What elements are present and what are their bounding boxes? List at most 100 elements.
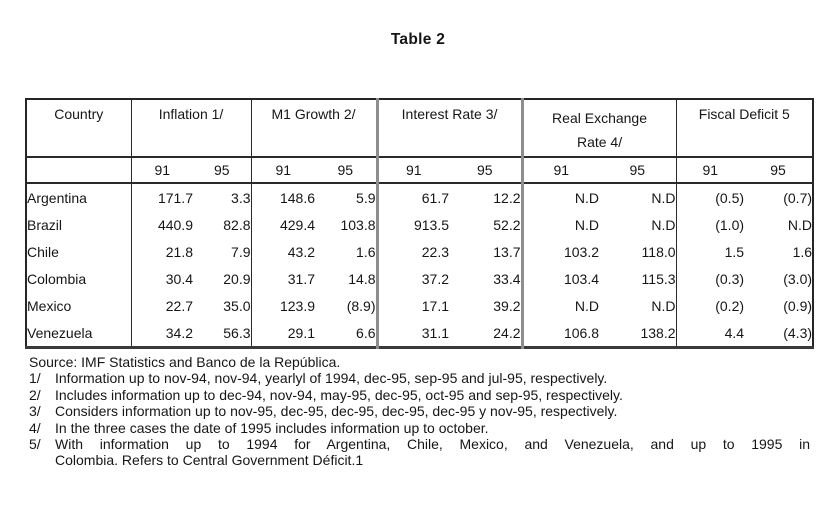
footnote-text: Considers information up to nov-95, dec-… (55, 403, 618, 420)
country-cell: Mexico (27, 297, 72, 314)
col-header-country: Country (26, 99, 131, 158)
value-cell: 17.1 (375, 292, 450, 319)
value-cell: 52.2 (493, 216, 521, 233)
table-row-mexico: Mexico 22.7 35.0 123.9 (8.9) 17.1 39.2 N… (26, 292, 813, 319)
year-header: 91 (675, 157, 745, 184)
value-cell: (4.3) (783, 324, 813, 341)
table-row-argentina: Argentina 171.7 3.3 148.6 5.9 61.7 12.2 … (26, 183, 813, 211)
col-header-interest-rate: Interest Rate 3/ (375, 99, 523, 158)
value-cell: 7.9 (231, 243, 251, 260)
value-cell: N.D (651, 189, 676, 206)
table-row-venezuela: Venezuela 34.2 56.3 29.1 6.6 31.1 24.2 1… (26, 319, 813, 348)
value-cell: (0.5) (675, 183, 745, 211)
footnote-4: 4/ In the three cases the date of 1995 i… (29, 420, 810, 436)
value-cell: 138.2 (640, 324, 676, 341)
source-line: Source: IMF Statistics and Banco de la R… (29, 354, 341, 370)
value-cell: 31.7 (250, 265, 316, 292)
footnote-1: 1/ Information up to nov-94, nov-94, yea… (29, 370, 810, 386)
value-cell: 913.5 (375, 211, 450, 238)
country-cell: Venezuela (27, 324, 93, 341)
value-cell: (8.9) (346, 297, 376, 314)
value-cell: 12.2 (493, 189, 521, 206)
table-row-chile: Chile 21.8 7.9 43.2 1.6 22.3 13.7 103.2 … (26, 238, 813, 265)
year-header: 95 (599, 157, 677, 184)
value-cell: 29.1 (250, 319, 316, 348)
value-cell: 56.3 (223, 324, 251, 341)
value-cell: (0.3) (675, 265, 745, 292)
value-cell: 5.9 (356, 189, 376, 206)
year-header: 95 (315, 157, 378, 184)
footnote-2: 2/ Includes information up to dec-94, no… (29, 387, 810, 403)
value-cell: 429.4 (250, 211, 316, 238)
value-cell: 115.3 (641, 270, 676, 287)
footnote-5-line1: With information up to 1994 for Argentin… (55, 436, 810, 453)
value-cell: 34.2 (130, 319, 193, 348)
value-cell: (0.9) (783, 297, 813, 314)
footnote-marker: 3/ (29, 403, 41, 420)
value-cell: N.D (520, 211, 600, 238)
value-cell: 20.9 (223, 270, 251, 287)
value-cell: N.D (520, 183, 600, 211)
value-cell: N.D (651, 297, 676, 314)
value-cell: 37.2 (375, 265, 450, 292)
footnote-text: Includes information up to dec-94, nov-9… (55, 386, 623, 403)
footnote-marker: 4/ (29, 419, 41, 436)
value-cell: 3.3 (231, 189, 251, 206)
data-table: Country Inflation 1/ M1 Growth 2/ Intere… (25, 98, 815, 349)
table-row-brazil: Brazil 440.9 82.8 429.4 103.8 913.5 52.2… (26, 211, 813, 238)
value-cell: 118.0 (641, 243, 676, 260)
value-cell: 148.6 (250, 183, 316, 211)
year-header: 91 (520, 157, 600, 184)
footnote-text: Information up to nov-94, nov-94, yearly… (55, 370, 608, 387)
value-cell: 82.8 (223, 216, 251, 233)
footnote-text: With information up to 1994 for Argentin… (55, 436, 810, 469)
year-header: 91 (375, 157, 450, 184)
value-cell: 22.7 (130, 292, 193, 319)
year-header: 91 (250, 157, 316, 184)
value-cell: 21.8 (130, 238, 193, 265)
col-header-fiscal-deficit: Fiscal Deficit 5 (675, 99, 814, 158)
value-cell: 39.2 (493, 297, 521, 314)
subheader-country-empty (26, 157, 131, 184)
value-cell: N.D (787, 216, 813, 233)
value-cell: 22.3 (375, 238, 450, 265)
year-header: 95 (744, 157, 814, 184)
col-header-real-exchange-line2: Rate 4/ (576, 134, 623, 150)
value-cell: 33.4 (493, 270, 521, 287)
value-cell: 103.2 (520, 238, 600, 265)
footnote-3: 3/ Considers information up to nov-95, d… (29, 403, 810, 419)
value-cell: (1.0) (675, 211, 745, 238)
year-header: 91 (130, 157, 193, 184)
page-title: Table 2 (390, 31, 446, 48)
country-cell: Argentina (27, 189, 87, 206)
value-cell: 171.7 (130, 183, 193, 211)
value-cell: (3.0) (783, 270, 813, 287)
value-cell: 440.9 (130, 211, 193, 238)
footnote-marker: 1/ (29, 370, 41, 387)
col-header-inflation: Inflation 1/ (130, 99, 252, 158)
value-cell: 13.7 (493, 243, 521, 260)
year-subheader-row: 91 95 91 95 91 95 91 95 91 95 (26, 157, 814, 184)
value-cell: 31.1 (375, 319, 450, 348)
country-cell: Colombia (27, 270, 87, 287)
value-cell: 30.4 (130, 265, 193, 292)
value-cell: 103.4 (520, 265, 600, 292)
value-cell: N.D (520, 292, 600, 319)
country-cell: Chile (27, 243, 59, 260)
value-cell: 43.2 (250, 238, 316, 265)
value-cell: 1.6 (792, 243, 813, 260)
value-cell: 24.2 (493, 324, 521, 341)
value-cell: 14.8 (348, 270, 376, 287)
footnote-5: 5/ With information up to 1994 for Argen… (29, 436, 810, 469)
value-cell: 106.8 (520, 319, 600, 348)
footnote-5-line2: Colombia. Refers to Central Government D… (55, 452, 364, 469)
value-cell: N.D (651, 216, 676, 233)
footnote-marker: 5/ (29, 436, 41, 453)
footnote-text: In the three cases the date of 1995 incl… (55, 419, 489, 436)
country-cell: Brazil (27, 216, 63, 233)
header-row: Country Inflation 1/ M1 Growth 2/ Intere… (26, 99, 814, 158)
value-cell: (0.2) (675, 292, 745, 319)
footnotes: Source: IMF Statistics and Banco de la R… (29, 354, 810, 469)
col-header-m1-growth: M1 Growth 2/ (250, 99, 378, 158)
year-header: 95 (193, 157, 252, 184)
